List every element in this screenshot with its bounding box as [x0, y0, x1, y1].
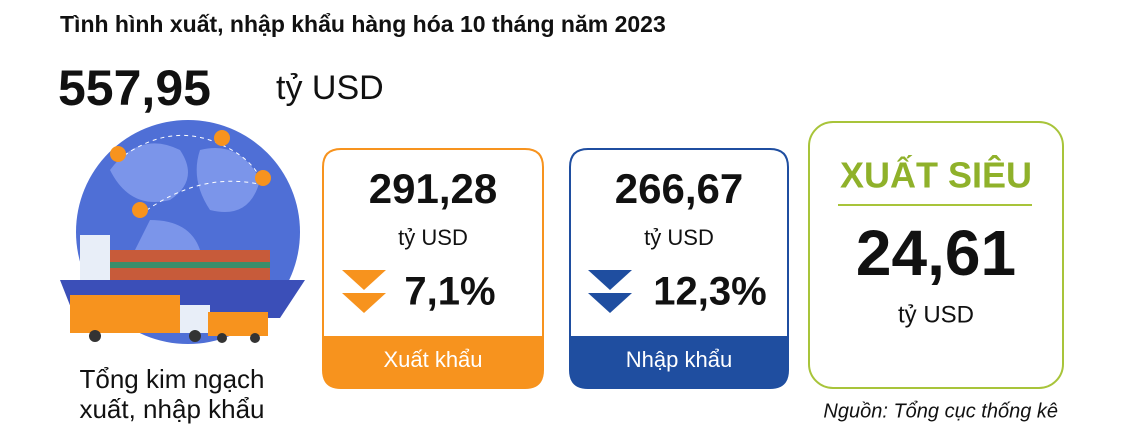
surplus-unit: tỷ USD	[898, 301, 974, 328]
import-card: 266,67 tỷ USD 12,3% Nhập khẩu	[569, 148, 789, 389]
surplus-value: 24,61	[856, 217, 1016, 289]
export-label: Xuất khẩu	[383, 347, 482, 372]
surplus-card: XUẤT SIÊU 24,61 tỷ USD	[808, 121, 1064, 389]
export-card: 291,28 tỷ USD 7,1% Xuất khẩu	[322, 148, 544, 389]
illustration	[60, 120, 305, 344]
total-value: 557,95	[58, 60, 211, 116]
caption-line: Tổng kim ngạch	[80, 364, 265, 394]
source: Nguồn: Tổng cục thống kê	[823, 400, 1058, 422]
export-change: 7,1%	[404, 270, 495, 314]
import-label: Nhập khẩu	[626, 347, 732, 372]
caption-line: xuất, nhập khẩu	[79, 394, 264, 424]
export-value: 291,28	[369, 165, 497, 212]
total-unit: tỷ USD	[276, 69, 384, 107]
surplus-label: XUẤT SIÊU	[840, 154, 1032, 196]
import-unit: tỷ USD	[644, 225, 714, 250]
title: Tình hình xuất, nhập khẩu hàng hóa 10 th…	[60, 11, 666, 37]
export-unit: tỷ USD	[398, 225, 468, 250]
import-value: 266,67	[615, 165, 743, 212]
import-change: 12,3%	[653, 270, 766, 314]
